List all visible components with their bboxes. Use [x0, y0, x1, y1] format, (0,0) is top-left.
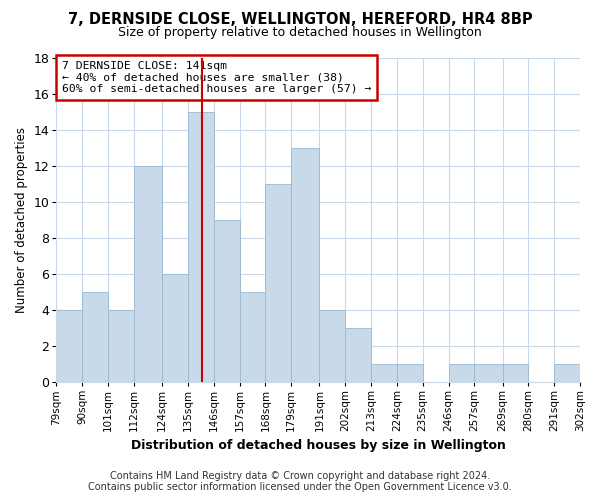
Text: 7, DERNSIDE CLOSE, WELLINGTON, HEREFORD, HR4 8BP: 7, DERNSIDE CLOSE, WELLINGTON, HEREFORD,…: [68, 12, 532, 28]
Bar: [345, 328, 371, 382]
Bar: [449, 364, 475, 382]
Text: Contains HM Land Registry data © Crown copyright and database right 2024.
Contai: Contains HM Land Registry data © Crown c…: [88, 471, 512, 492]
Bar: [397, 364, 422, 382]
Bar: [82, 292, 108, 382]
Bar: [162, 274, 188, 382]
Bar: [503, 364, 529, 382]
Bar: [214, 220, 239, 382]
Bar: [319, 310, 345, 382]
Bar: [265, 184, 291, 382]
X-axis label: Distribution of detached houses by size in Wellington: Distribution of detached houses by size …: [131, 440, 506, 452]
Bar: [554, 364, 580, 382]
Bar: [188, 112, 214, 382]
Bar: [371, 364, 397, 382]
Text: 7 DERNSIDE CLOSE: 141sqm
← 40% of detached houses are smaller (38)
60% of semi-d: 7 DERNSIDE CLOSE: 141sqm ← 40% of detach…: [62, 60, 371, 94]
Bar: [134, 166, 162, 382]
Bar: [108, 310, 134, 382]
Text: Size of property relative to detached houses in Wellington: Size of property relative to detached ho…: [118, 26, 482, 39]
Bar: [475, 364, 503, 382]
Bar: [291, 148, 319, 382]
Y-axis label: Number of detached properties: Number of detached properties: [15, 127, 28, 313]
Bar: [56, 310, 82, 382]
Bar: [239, 292, 265, 382]
